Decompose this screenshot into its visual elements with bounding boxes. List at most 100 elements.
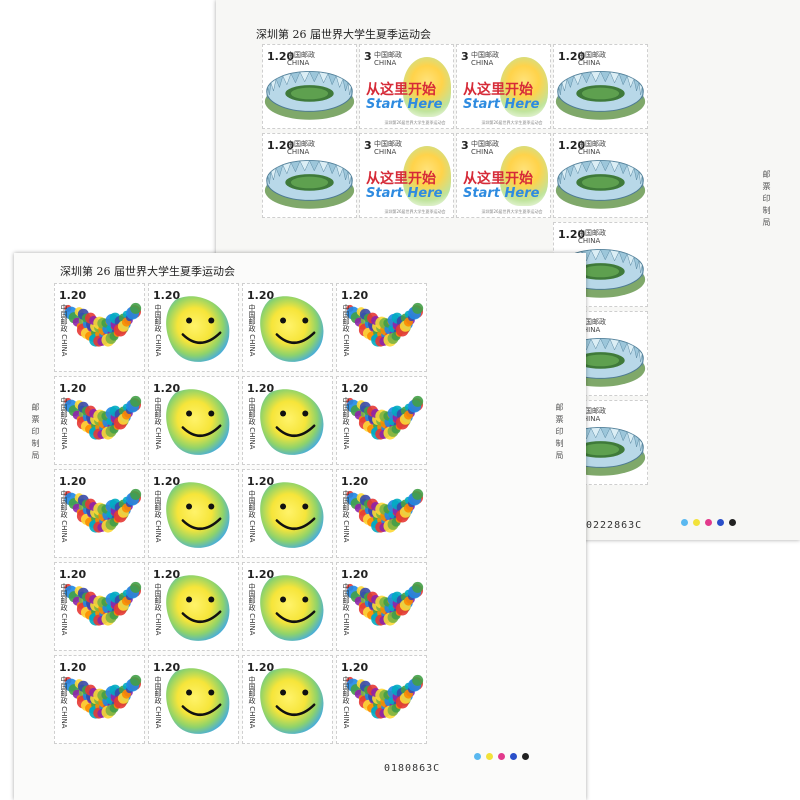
stamp-post-label: 中国邮政 CHINA	[342, 676, 350, 729]
color-registration-dot	[486, 753, 493, 760]
smiley-mascot-stamp: 1.20 中国邮政 CHINA	[242, 376, 333, 465]
dots-arc-stamp: 1.20 中国邮政 CHINA	[54, 469, 145, 558]
smiley-mascot-illustration	[166, 482, 230, 548]
stamp-post-label: 中国邮政 CHINA	[248, 583, 256, 636]
smiley-mascot-illustration	[260, 482, 324, 548]
stamp-denomination: 1.20	[153, 475, 181, 488]
slogan-chinese: 从这里开始	[366, 171, 436, 187]
smiley-mascot-stamp: 1.20 中国邮政 CHINA	[242, 562, 333, 651]
stamp-caption: 深圳第26届世界大学生夏季运动会	[481, 209, 543, 214]
stamp-post-label: 中国邮政	[578, 140, 606, 148]
front-sheet-seal-right: 邮票印制局	[555, 403, 564, 463]
stamp-denomination: 1.20	[341, 661, 369, 674]
stamp-denomination: 1.20	[59, 382, 87, 395]
back-sheet-serial: 0222863C	[586, 520, 643, 531]
smiley-mascot-stamp: 1.20 中国邮政 CHINA	[148, 376, 239, 465]
front-stamp-sheet: 深圳第 26 届世界大学生夏季运动会 1.20 中国邮政 CHINA 1.20 中国…	[14, 253, 586, 800]
smiley-mascot-stamp: 1.20 中国邮政 CHINA	[148, 562, 239, 651]
smiley-mascot-illustration	[166, 389, 230, 455]
stamp-post-label: 中国邮政	[578, 229, 606, 237]
dots-arc-stamp: 1.20 中国邮政 CHINA	[336, 469, 427, 558]
color-registration-dot	[498, 753, 505, 760]
smiley-mascot-stamp: 1.20 中国邮政 CHINA	[148, 469, 239, 558]
stamp-country-label: CHINA	[287, 148, 310, 156]
color-registration-dot	[729, 519, 736, 526]
stamp-denomination: 1.20	[558, 228, 586, 241]
stamp-denomination: 3	[461, 50, 469, 63]
stamp-post-label: 中国邮政 CHINA	[342, 583, 350, 636]
front-sheet-serial: 0180863C	[384, 763, 441, 774]
front-sheet-title: 深圳第 26 届世界大学生夏季运动会	[60, 265, 235, 278]
stamp-country-label: CHINA	[471, 148, 494, 156]
stamp-denomination: 1.20	[59, 568, 87, 581]
colorful-dots-arc-illustration	[64, 395, 142, 440]
stadium-illustration	[264, 160, 355, 209]
torch-flame-illustration	[500, 57, 548, 117]
stamp-country-label: CHINA	[578, 326, 601, 334]
stamp-denomination: 1.20	[59, 661, 87, 674]
slogan-english: Start Here	[463, 186, 540, 201]
stamp-country-label: CHINA	[578, 237, 601, 245]
stamp-post-label: 中国邮政 CHINA	[342, 397, 350, 450]
torch-flame-illustration	[403, 146, 451, 206]
dots-arc-stamp: 1.20 中国邮政 CHINA	[336, 376, 427, 465]
stamp-post-label: 中国邮政 CHINA	[154, 304, 162, 357]
stadium-illustration	[264, 71, 355, 120]
colorful-dots-arc-illustration	[64, 674, 142, 719]
stamp-post-label: 中国邮政	[471, 140, 499, 148]
stamp-denomination: 1.20	[341, 475, 369, 488]
colorful-dots-arc-illustration	[64, 302, 142, 347]
stamp-post-label: 中国邮政 CHINA	[248, 397, 256, 450]
stamp-post-label: 中国邮政 CHINA	[60, 583, 68, 636]
color-registration-dot	[705, 519, 712, 526]
smiley-mascot-stamp: 1.20 中国邮政 CHINA	[242, 469, 333, 558]
stamp-denomination: 3	[364, 139, 372, 152]
stamp-country-label: CHINA	[471, 59, 494, 67]
stamp-post-label: 中国邮政 CHINA	[60, 676, 68, 729]
smiley-mascot-stamp: 1.20 中国邮政 CHINA	[242, 283, 333, 372]
color-registration-dot	[693, 519, 700, 526]
stamp-post-label: 中国邮政 CHINA	[154, 583, 162, 636]
slogan-english: Start Here	[463, 97, 540, 112]
slogan-chinese: 从这里开始	[463, 82, 533, 98]
stamp-denomination: 1.20	[341, 568, 369, 581]
dots-arc-stamp: 1.20 中国邮政 CHINA	[54, 283, 145, 372]
stamp-denomination: 1.20	[153, 289, 181, 302]
colorful-dots-arc-illustration	[346, 581, 424, 626]
stamp-post-label: 中国邮政 CHINA	[60, 490, 68, 543]
back-color-registration	[681, 519, 736, 526]
smiley-mascot-illustration	[260, 389, 324, 455]
stamp-denomination: 1.20	[558, 139, 586, 152]
colorful-dots-arc-illustration	[346, 488, 424, 533]
stamp-denomination: 1.20	[341, 289, 369, 302]
smiley-mascot-illustration	[260, 296, 324, 362]
front-sheet-seal-left: 邮票印制局	[31, 403, 40, 463]
smiley-mascot-illustration	[166, 296, 230, 362]
color-registration-dot	[681, 519, 688, 526]
stamp-denomination: 1.20	[267, 139, 295, 152]
stamp-post-label: 中国邮政 CHINA	[60, 397, 68, 450]
smiley-mascot-stamp: 1.20 中国邮政 CHINA	[242, 655, 333, 744]
colorful-dots-arc-illustration	[346, 302, 424, 347]
dots-arc-stamp: 1.20 中国邮政 CHINA	[336, 655, 427, 744]
torch-flame-illustration	[500, 146, 548, 206]
color-registration-dot	[510, 753, 517, 760]
stamp-country-label: CHINA	[578, 148, 601, 156]
smiley-mascot-illustration	[260, 668, 324, 734]
torch-slogan-stamp: 3 中国邮政 CHINA 从这里开始 Start Here 深圳第26届世界大学生夏季运动…	[456, 44, 551, 129]
stamp-post-label: 中国邮政	[287, 140, 315, 148]
front-stamp-grid: 1.20 中国邮政 CHINA 1.20 中国邮政 CHINA 1.20 中国邮政 C…	[54, 283, 427, 744]
stamp-post-label: 中国邮政 CHINA	[248, 490, 256, 543]
color-registration-dot	[522, 753, 529, 760]
stamp-denomination: 1.20	[247, 661, 275, 674]
torch-slogan-stamp: 3 中国邮政 CHINA 从这里开始 Start Here 深圳第26届世界大学生夏季运动…	[359, 44, 454, 129]
stamp-post-label: 中国邮政 CHINA	[248, 304, 256, 357]
torch-slogan-stamp: 3 中国邮政 CHINA 从这里开始 Start Here 深圳第26届世界大学生夏季运动…	[359, 133, 454, 218]
stamp-denomination: 1.20	[558, 50, 586, 63]
stamp-post-label: 中国邮政 CHINA	[154, 397, 162, 450]
stamp-post-label: 中国邮政 CHINA	[342, 490, 350, 543]
stamp-denomination: 1.20	[247, 475, 275, 488]
